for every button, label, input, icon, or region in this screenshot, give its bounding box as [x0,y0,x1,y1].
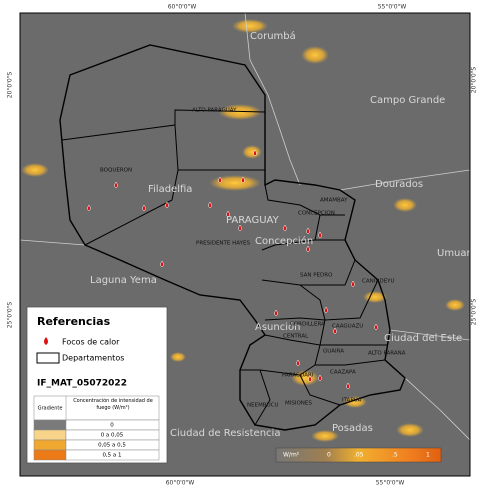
table-row: 0 [110,423,114,429]
place-label: Concepción [255,235,313,247]
legend-item: Departamentos [62,354,124,363]
legend: Referencias Focos de calor Departamentos… [26,306,168,464]
legend-layer-name: IF_MAT_05072022 [37,379,127,389]
department-label: CORDILLERA [290,322,325,328]
table-row: 0,05 a 0,5 [98,443,126,449]
department-label: CENTRAL [283,334,309,340]
map-border [19,12,471,477]
colorbar-label: 0 [327,452,331,459]
department-label: PARAGUARI [282,373,314,379]
fire-density [21,19,465,442]
place-label: Umuarama [437,248,480,259]
place-labels: Corumbá Campo Grande Dourados Filadelfia… [90,30,480,439]
graticule-label: 25°0'0"S [7,302,14,329]
place-label: Posadas [332,423,373,434]
colorbar-ramp [275,447,442,463]
table-header-box: Concentración de intensidad de fuego (W/… [73,398,153,411]
place-label: Ciudad de Resistencia [170,428,280,439]
place-label: Asunción [255,321,300,333]
department-label: CANINDEYU [362,279,395,285]
colorbar-unit: W/m² [283,452,300,459]
department-labels: ALTO PARAGUAY BOQUERON PRESIDENTE HAYES … [100,108,406,409]
department-label: NEEMBUCU [247,403,278,409]
table-row: 0 a 0,05 [101,433,124,439]
legend-table [33,395,160,461]
department-label: AMAMBAY [320,198,348,204]
graticule-label: 60°0'0"W [168,4,197,11]
table-header: Gradiente [38,406,63,412]
place-label: Filadelfia [148,184,192,195]
paraguay-outline [59,44,406,431]
graticule-labels: 60°0'0"W 55°0'0"W 60°0'0"W 55°0'0"W 20°0… [7,4,478,487]
place-label: Dourados [375,179,423,190]
legend-title: Referencias [37,315,111,328]
fire-points [87,149,378,390]
department-label: CONCEPCION [298,211,335,217]
department-label: ALTO PARANA [368,351,406,357]
colorbar-label: .5 [392,452,398,459]
table-row: 0,5 a 1 [102,453,121,459]
department-label: CAAGUAZU [332,324,363,330]
department-borders [61,109,388,426]
department-label: CAAZAPA [330,370,356,376]
department-label: GUAIRA [323,349,344,355]
table-header: Concentración de intensidad de fuego (W/… [73,398,153,411]
graticule-label: 60°0'0"W [166,480,195,487]
legend-fire-symbol [44,337,48,345]
place-label: Campo Grande [370,95,445,106]
legend-department-symbol [36,352,60,364]
department-label: ALTO PARAGUAY [192,108,237,114]
place-label: Laguna Yema [90,275,157,286]
place-label: Ciudad del Este [384,333,462,344]
colorbar-label: .05 [354,452,364,459]
colorbar: W/m² 0 .05 .5 1 [275,447,442,463]
country-borders [20,13,470,441]
graticule-label: 25°0'0"S [471,299,478,326]
graticule-label: 20°0'0"S [7,72,14,99]
graticule-label: 55°0'0"W [376,480,405,487]
department-label: SAN PEDRO [300,273,333,279]
place-label: Corumbá [250,30,296,42]
legend-item: Focos de calor [62,338,120,347]
department-label: ITAPUA [342,398,362,404]
graticule-label: 20°0'0"S [471,67,478,94]
graticule-label: 55°0'0"W [378,4,407,11]
department-label: MISIONES [285,401,312,407]
colorbar-label: 1 [426,452,430,459]
country-label: PARAGUAY [226,215,280,226]
department-label: PRESIDENTE HAYES [196,241,250,247]
department-label: BOQUERON [100,168,132,174]
